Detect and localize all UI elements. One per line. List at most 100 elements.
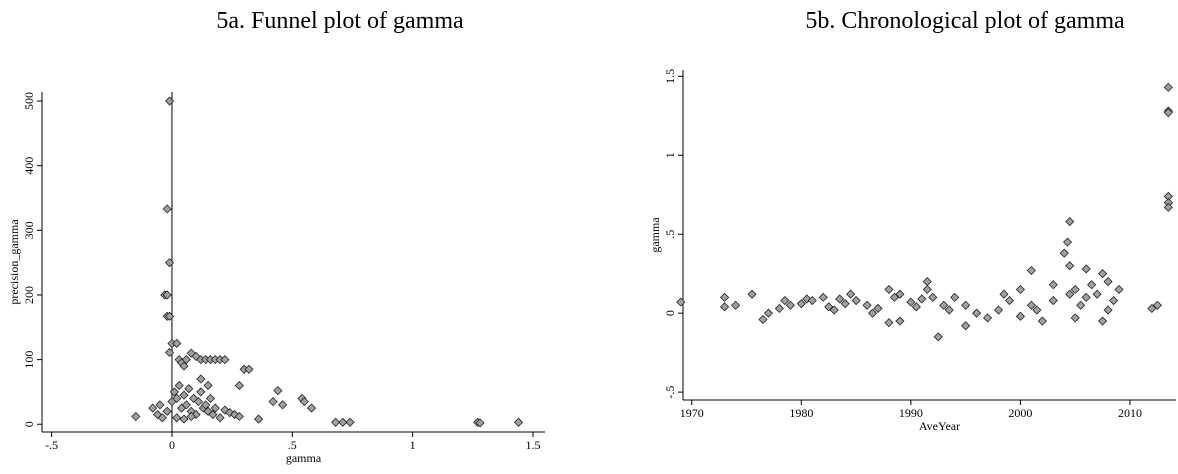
point — [268, 397, 278, 407]
point — [993, 305, 1004, 315]
point — [933, 332, 943, 342]
point — [873, 303, 883, 313]
point — [818, 292, 828, 302]
point — [1152, 300, 1162, 310]
point — [720, 302, 730, 312]
x-tick-label: 1970 — [680, 406, 704, 420]
point — [155, 400, 165, 410]
point — [203, 380, 213, 391]
point — [164, 311, 175, 321]
y-tick-label: 0 — [663, 310, 677, 316]
point — [1037, 316, 1047, 326]
point — [1163, 82, 1173, 92]
point — [862, 300, 872, 310]
point — [829, 305, 839, 315]
point — [1103, 305, 1113, 315]
y-tick-label: 300 — [22, 221, 36, 239]
point — [172, 338, 182, 349]
point — [922, 284, 932, 295]
point — [846, 289, 856, 299]
point — [895, 316, 905, 326]
y-axis-title: precision_gamma — [7, 219, 21, 305]
point — [172, 413, 182, 423]
point — [1081, 264, 1091, 274]
point — [210, 403, 220, 413]
point — [278, 400, 288, 410]
point — [193, 397, 204, 407]
point — [999, 289, 1009, 299]
x-tick-label: 1 — [410, 438, 416, 452]
point — [1103, 277, 1113, 287]
point — [1098, 316, 1108, 326]
point — [345, 417, 355, 427]
point — [174, 380, 184, 391]
x-tick-label: -.5 — [45, 438, 58, 452]
point — [186, 411, 196, 422]
point — [184, 384, 194, 394]
point — [196, 387, 206, 397]
chart-title: 5b. Chronological plot of gamma — [805, 8, 1125, 34]
point — [1076, 300, 1086, 310]
point — [758, 314, 768, 325]
x-tick-label: 2000 — [1008, 406, 1032, 420]
point — [234, 411, 244, 422]
point — [172, 393, 182, 403]
point — [164, 96, 175, 106]
point — [774, 303, 784, 313]
chart-title: 5a. Funnel plot of gamma — [216, 8, 464, 34]
y-tick-label: -.5 — [663, 386, 677, 399]
point — [475, 418, 485, 428]
point — [1081, 292, 1091, 302]
point — [961, 321, 971, 331]
point — [676, 297, 686, 307]
point — [1065, 289, 1075, 299]
point — [807, 295, 817, 306]
point — [884, 284, 894, 295]
point — [299, 397, 309, 407]
point — [1026, 300, 1036, 310]
point — [169, 387, 179, 397]
point — [229, 409, 240, 420]
point — [191, 351, 201, 361]
point — [179, 414, 189, 424]
point — [950, 292, 960, 302]
point — [1032, 305, 1042, 315]
point — [148, 403, 158, 413]
point — [234, 380, 244, 391]
point — [944, 305, 954, 315]
point — [1015, 284, 1025, 295]
point — [720, 292, 730, 302]
point — [917, 294, 927, 304]
y-tick-label: .5 — [663, 230, 677, 239]
x-tick-label: 1980 — [789, 406, 813, 420]
point — [181, 355, 191, 365]
point — [835, 294, 845, 304]
point — [972, 308, 982, 318]
point — [780, 295, 790, 306]
point — [1048, 295, 1058, 306]
x-tick-label: .5 — [288, 438, 297, 452]
y-tick-label: 200 — [22, 286, 36, 304]
point — [889, 292, 900, 302]
point — [179, 390, 189, 400]
point — [895, 289, 905, 299]
point — [1065, 217, 1075, 227]
point — [1070, 284, 1080, 295]
y-tick-label: 1 — [663, 152, 677, 158]
point — [731, 300, 741, 310]
point — [162, 290, 172, 300]
point — [928, 292, 938, 302]
x-tick-label: 1990 — [899, 406, 923, 420]
x-tick-label: 0 — [169, 438, 175, 452]
x-tick-label: 2010 — [1118, 406, 1142, 420]
point — [331, 417, 341, 427]
point — [1114, 284, 1124, 295]
point — [922, 277, 932, 287]
point — [763, 308, 774, 318]
point — [179, 361, 189, 371]
point — [220, 355, 230, 365]
point — [1070, 313, 1080, 323]
point — [131, 411, 141, 422]
point — [884, 318, 894, 328]
point — [1048, 280, 1058, 290]
